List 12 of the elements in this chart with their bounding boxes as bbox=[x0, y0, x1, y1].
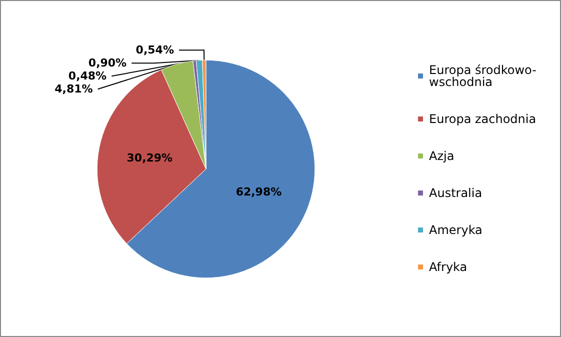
legend-label: Ameryka bbox=[429, 223, 482, 237]
data-label: 30,29% bbox=[126, 151, 173, 164]
data-label: 62,98% bbox=[236, 185, 282, 198]
legend-label: Europa zachodnia bbox=[429, 112, 536, 126]
data-label: 0,90% bbox=[88, 56, 127, 70]
data-label: 0,48% bbox=[68, 70, 107, 83]
data-label: 0,54% bbox=[136, 44, 174, 57]
legend-label: Afryka bbox=[429, 260, 468, 274]
legend-label: Europa środkowo-wschodnia bbox=[429, 63, 536, 89]
legend-label: Australia bbox=[429, 186, 482, 200]
legend-label: Azja bbox=[429, 149, 454, 163]
data-label: 4,81% bbox=[54, 82, 93, 96]
